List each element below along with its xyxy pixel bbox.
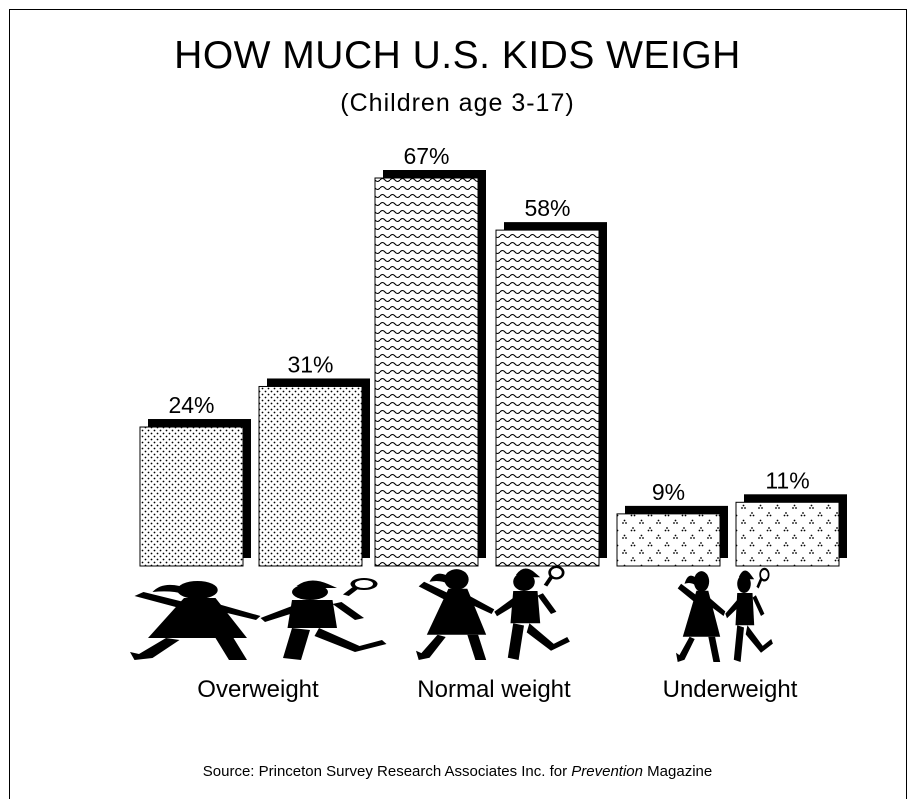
bar-value-label: 9% [652, 479, 685, 505]
bar-underweight-5 [735, 501, 840, 567]
bar-normal-weight-2 [374, 177, 479, 567]
source-prefix: Source: Princeton Survey Research Associ… [202, 763, 572, 780]
bar-underweight-4 [616, 513, 721, 567]
kids-silhouette-icon [414, 565, 572, 662]
category-label: Normal weight [417, 676, 571, 703]
chart-subtitle: (Children age 3-17) [340, 89, 575, 117]
bar-value-label: 67% [403, 143, 449, 169]
source-note: Source: Princeton Survey Research Associ… [0, 763, 915, 780]
source-publication: Prevention [571, 763, 643, 780]
bar-value-label: 58% [524, 195, 570, 221]
bar-value-label: 24% [168, 392, 214, 418]
bar-value-label: 31% [287, 351, 333, 377]
bar-overweight-0 [139, 426, 244, 567]
bar-overweight-1 [258, 385, 363, 567]
kids-silhouette-icon [674, 567, 775, 664]
chart-title: HOW MUCH U.S. KIDS WEIGH [174, 34, 741, 77]
category-labels-layer: Overweight Normal weight Underweight [197, 676, 797, 703]
source-suffix: Magazine [643, 763, 713, 780]
value-labels-layer: 24% 31% 67% 58% 9% 11% [168, 143, 809, 505]
bars-layer [139, 170, 847, 567]
category-label: Underweight [663, 676, 798, 703]
bar-value-label: 11% [765, 467, 809, 493]
chart-frame [9, 9, 907, 799]
bar-normal-weight-3 [495, 229, 600, 567]
category-label: Overweight [197, 676, 319, 703]
kids-silhouette-icon [130, 579, 387, 660]
